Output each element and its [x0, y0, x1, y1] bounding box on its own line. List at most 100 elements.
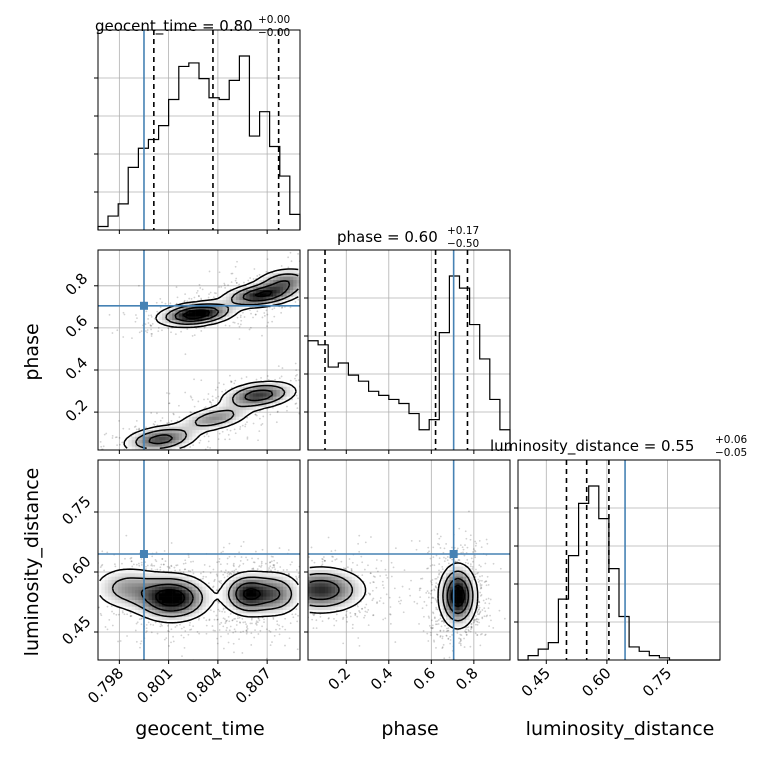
density-cell	[108, 573, 112, 577]
sample-point	[304, 292, 306, 294]
sample-point	[372, 597, 375, 600]
density-cell	[205, 586, 210, 591]
sample-point	[198, 617, 201, 620]
density-cell	[185, 416, 190, 421]
density-cell	[215, 593, 220, 597]
sample-point	[99, 566, 102, 569]
sample-point	[113, 612, 115, 615]
sample-point	[118, 419, 120, 422]
density-cell	[279, 393, 284, 397]
density-cell	[192, 423, 196, 427]
density-cell	[148, 446, 153, 450]
density-cell	[236, 286, 240, 291]
sample-point	[141, 617, 143, 620]
ylabel-luminosity-distance: luminosity_distance	[21, 468, 43, 657]
sample-point	[137, 661, 139, 663]
density-cell	[175, 606, 180, 611]
sample-point	[90, 435, 92, 437]
density-cell	[185, 440, 190, 444]
density-cell	[121, 600, 126, 604]
density-cell	[266, 283, 270, 287]
density-cell	[289, 386, 294, 391]
sample-point	[208, 565, 211, 568]
sample-point	[225, 629, 228, 632]
sample-point	[134, 629, 137, 632]
sample-point	[138, 284, 140, 287]
sample-point	[252, 567, 255, 570]
density-cell	[209, 310, 213, 314]
x-tick-label-luminosity_distance: 0.45	[518, 664, 554, 700]
sample-point	[478, 621, 481, 624]
sample-point	[289, 622, 292, 625]
density-cell	[138, 446, 143, 450]
density-cell	[195, 433, 200, 437]
density-cell	[205, 590, 210, 594]
density-cell	[185, 433, 190, 437]
sample-point	[258, 273, 261, 276]
sample-point	[104, 626, 107, 628]
sample-point	[215, 397, 218, 399]
density-cell	[293, 580, 297, 584]
sample-point	[251, 549, 253, 551]
density-cell	[114, 600, 119, 604]
density-cell	[148, 596, 153, 601]
density-cell	[252, 290, 257, 294]
density-cell	[239, 400, 244, 404]
density-cell	[242, 403, 247, 407]
density-cell	[182, 616, 186, 621]
sample-point	[75, 604, 77, 606]
y-tick-label-phase: 0.8	[62, 269, 92, 299]
sample-point	[126, 446, 129, 449]
density-cell	[209, 593, 213, 597]
density-cell	[118, 596, 122, 601]
density-cell	[155, 580, 159, 584]
sample-point	[161, 558, 164, 560]
density-cell	[188, 323, 193, 327]
density-cell	[222, 396, 227, 401]
sample-point	[186, 300, 189, 303]
density-cell	[219, 596, 223, 601]
density-cell	[182, 603, 186, 607]
density-cell	[202, 586, 207, 591]
density-cell	[192, 416, 196, 421]
sample-point	[260, 566, 262, 568]
sample-point	[126, 613, 129, 616]
density-cell	[242, 300, 247, 304]
panel-geocent_time-vs-luminosity_distance-frame	[97, 459, 301, 661]
density-cell	[289, 286, 294, 291]
density-cell	[182, 426, 186, 431]
density-cell	[114, 570, 119, 574]
density-cell	[259, 583, 264, 587]
density-cell	[175, 596, 180, 601]
sample-point	[314, 267, 316, 269]
title-phase: phase = 0.60	[337, 228, 438, 246]
density-cell	[202, 316, 207, 321]
sample-point	[297, 252, 299, 255]
sample-point	[296, 407, 299, 410]
sample-point	[276, 410, 279, 413]
density-cell	[124, 603, 129, 607]
sample-point	[209, 400, 211, 403]
sample-point	[88, 584, 90, 586]
plot-layer: 0.45 0.60 0.750.20.40.60.80.798 0.801 0.804 0…	[58, 29, 721, 707]
sample-point	[145, 568, 147, 570]
density-cell	[175, 423, 180, 427]
density-cell	[192, 430, 196, 434]
panel-geocent_time-vs-phase-frame	[97, 249, 301, 451]
density-cell	[225, 396, 230, 401]
density-cell	[185, 616, 190, 621]
sample-point	[313, 284, 315, 286]
density-cell	[155, 443, 159, 447]
sample-point	[213, 292, 216, 294]
density-cell	[232, 403, 237, 407]
sample-point	[203, 326, 206, 329]
density-cell	[276, 300, 281, 304]
sample-point	[238, 338, 241, 340]
density-cell	[172, 446, 176, 450]
sample-point	[401, 585, 404, 588]
density-cell	[276, 573, 281, 577]
sample-point	[304, 600, 306, 602]
density-cell	[212, 313, 217, 317]
sample-point	[168, 392, 171, 395]
x-tick-label-luminosity_distance: 0.75	[639, 664, 675, 700]
